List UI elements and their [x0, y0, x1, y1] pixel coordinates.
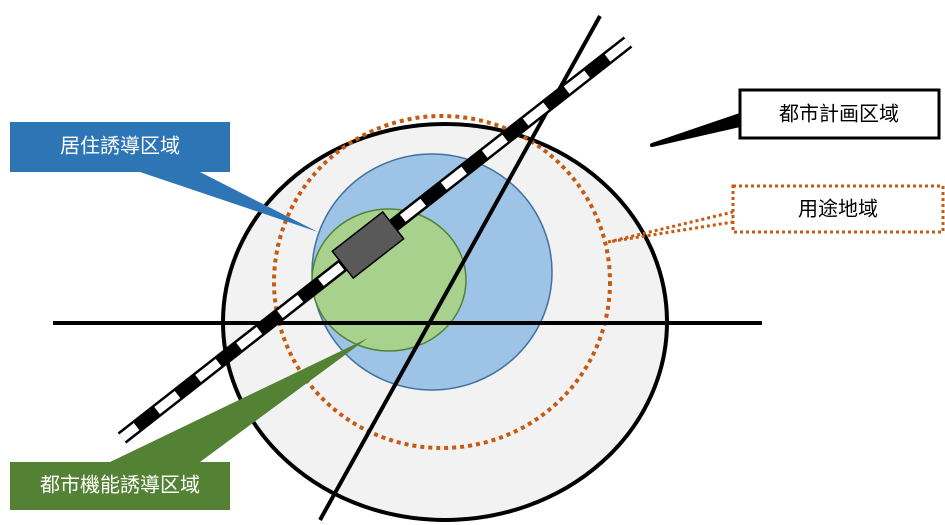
city-planning-area-callout-pointer: [650, 113, 742, 147]
city-planning-area-label-box: [738, 88, 941, 140]
city-planning-area-label: 都市計画区域: [779, 102, 899, 126]
station-block: [331, 210, 405, 280]
residential-guidance-area-callout-pointer: [140, 172, 318, 232]
urban-function-guidance-area-label: 都市機能誘導区域: [40, 473, 200, 497]
land-use-zone-label-box: [731, 184, 945, 234]
land-use-zone-label: 用途地域: [798, 197, 878, 221]
residential-guidance-area-label-box: [10, 122, 230, 172]
residential-guidance-area-label: 居住誘導区域: [60, 134, 180, 158]
urban-function-guidance-area-callout-pointer: [110, 338, 368, 462]
land-use-zone-circle: [272, 114, 612, 450]
urban-function-guidance-area-label-box: [10, 462, 230, 510]
